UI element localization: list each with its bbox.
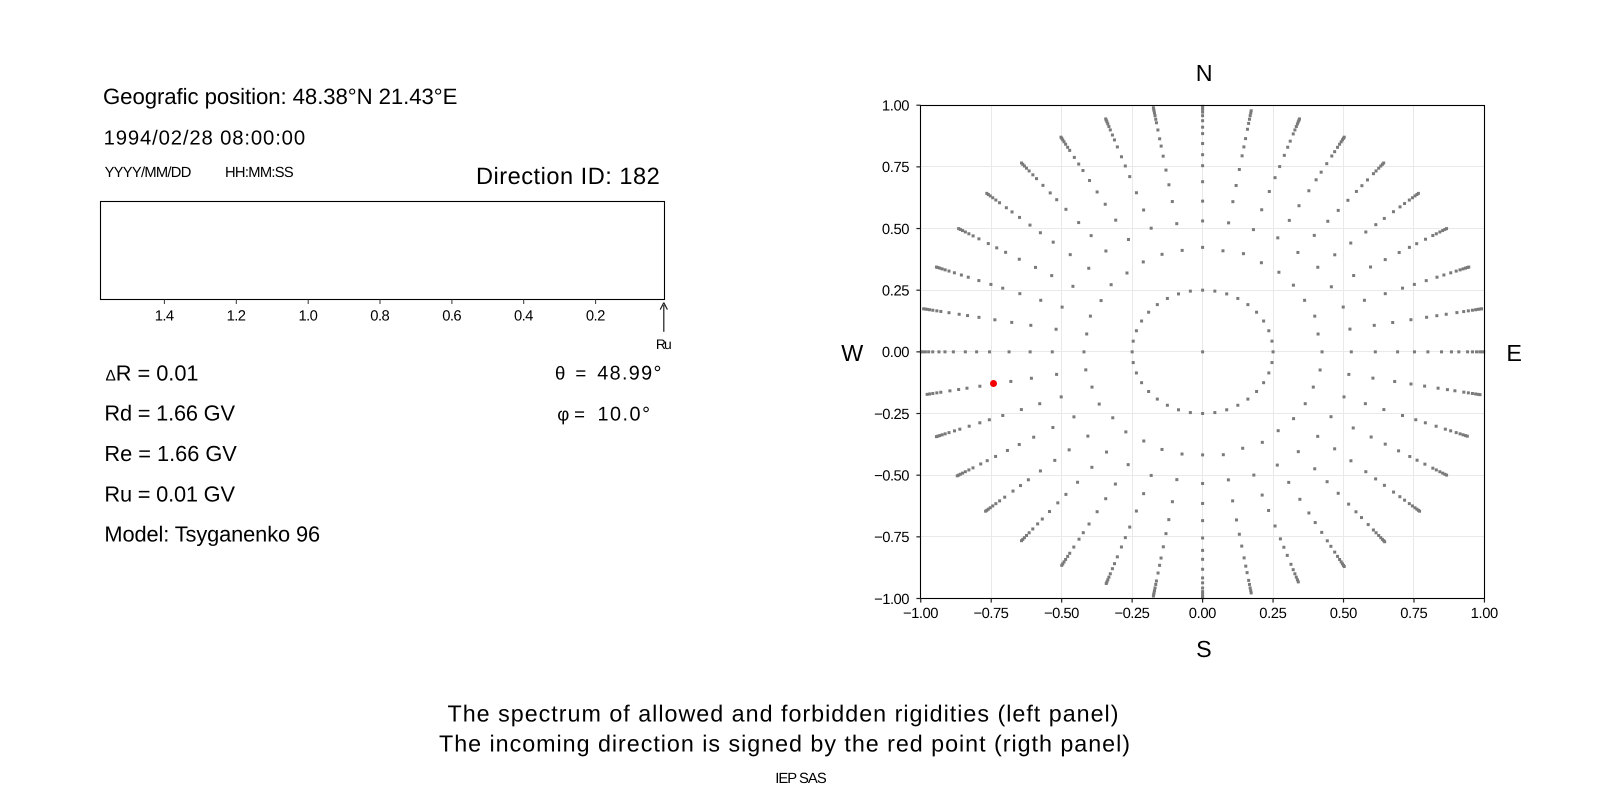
svg-text:=: = [575,363,586,384]
svg-text:Geografic position: 48.38°N 21: Geografic position: 48.38°N 21.43°E [103,84,457,109]
svg-text:0.50: 0.50 [1330,606,1358,622]
svg-text:−1.00: −1.00 [874,592,909,608]
svg-text:0.75: 0.75 [882,160,910,176]
svg-text:=: = [574,404,585,425]
svg-text:10.0°: 10.0° [598,404,651,426]
svg-text:θ: θ [555,363,565,384]
svg-text:The incoming direction is sign: The incoming direction is signed by the … [439,731,1130,757]
svg-text:−1.00: −1.00 [903,606,938,622]
svg-text:0.8: 0.8 [370,309,389,325]
svg-text:−0.50: −0.50 [874,468,909,484]
svg-text:1.00: 1.00 [1471,606,1499,622]
svg-text:1.0: 1.0 [299,309,318,325]
svg-text:−0.25: −0.25 [1114,606,1149,622]
svg-text:0.00: 0.00 [882,345,910,361]
svg-text:1.2: 1.2 [227,309,246,325]
svg-text:0.25: 0.25 [882,283,910,299]
svg-text:E: E [1506,340,1522,366]
svg-text:0.6: 0.6 [442,309,461,325]
svg-text:0.4: 0.4 [514,309,533,325]
svg-text:YYYY/MM/DD: YYYY/MM/DD [105,165,192,181]
svg-text:0.2: 0.2 [586,309,605,325]
svg-text:0.50: 0.50 [882,222,910,238]
svg-text:φ: φ [557,404,569,425]
svg-text:Model: Tsyganenko 96: Model: Tsyganenko 96 [104,521,320,546]
svg-text:Ru = 0.01 GV: Ru = 0.01 GV [104,481,235,506]
svg-text:Δ: Δ [106,367,116,384]
svg-text:IEP SAS: IEP SAS [775,771,827,787]
svg-text:1994/02/28 08:00:00: 1994/02/28 08:00:00 [104,127,306,149]
svg-text:0.75: 0.75 [1400,606,1428,622]
svg-text:−0.50: −0.50 [1044,606,1079,622]
svg-text:Re = 1.66 GV: Re = 1.66 GV [104,441,237,466]
svg-text:HH:MM:SS: HH:MM:SS [225,165,294,181]
svg-text:−0.25: −0.25 [874,407,909,423]
svg-text:W: W [841,340,863,366]
svg-text:1.4: 1.4 [155,309,174,325]
svg-text:N: N [1196,60,1213,86]
svg-text:The spectrum of allowed and fo: The spectrum of allowed and forbidden ri… [448,701,1119,727]
svg-text:−0.75: −0.75 [974,606,1009,622]
svg-text:Ru: Ru [656,336,672,352]
svg-text:48.99°: 48.99° [597,363,661,385]
svg-text:−0.75: −0.75 [874,530,909,546]
svg-text:1.00: 1.00 [882,99,910,115]
svg-text:0.25: 0.25 [1259,606,1287,622]
svg-text:R = 0.01: R = 0.01 [116,360,199,385]
svg-text:S: S [1196,636,1212,662]
svg-text:0.00: 0.00 [1189,606,1217,622]
svg-text:Rd = 1.66 GV: Rd = 1.66 GV [104,401,235,426]
svg-text:Direction ID: 182: Direction ID: 182 [476,164,660,190]
